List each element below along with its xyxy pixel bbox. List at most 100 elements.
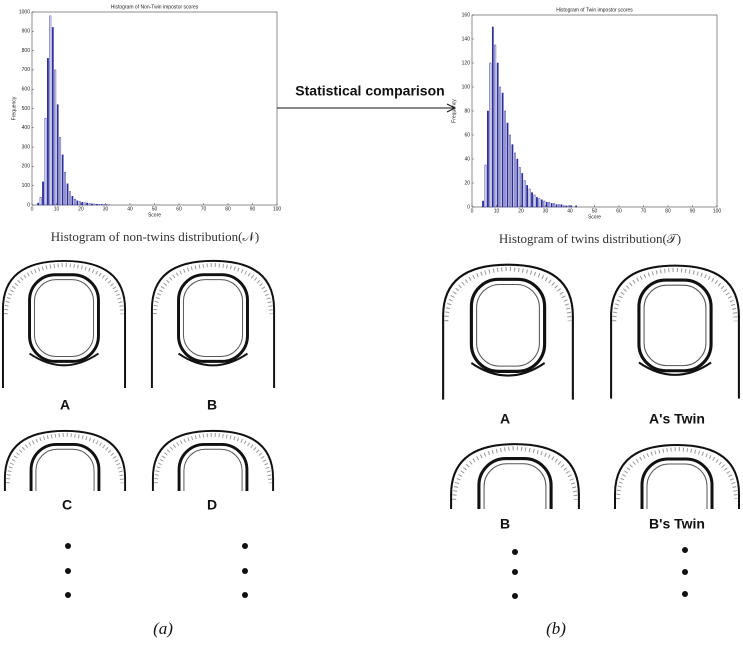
histogram-bar — [86, 202, 88, 206]
y-tick-label: 600 — [22, 87, 31, 93]
chart-title: Histogram of Twin impostor scores — [556, 7, 633, 13]
histogram-bar — [484, 164, 487, 208]
histogram-bar — [78, 201, 81, 206]
histogram-bar — [526, 185, 528, 208]
image-label: B's Twin — [649, 516, 705, 532]
x-tick-label: 60 — [616, 208, 622, 214]
y-axis-label: Frequency — [11, 96, 17, 120]
x-tick-label: 40 — [127, 206, 133, 212]
histogram-bar — [555, 204, 558, 208]
x-tick-label: 30 — [103, 206, 109, 212]
histogram-bar — [516, 158, 519, 208]
histogram-bar — [39, 197, 42, 206]
histogram-bar — [553, 203, 555, 208]
y-tick-label: 800 — [22, 48, 31, 54]
comparison-label: Statistical comparison — [295, 83, 444, 99]
fingernail-drawing — [615, 445, 739, 574]
x-tick-label: 90 — [690, 208, 696, 214]
histogram-bar — [543, 200, 546, 208]
histogram-bar — [98, 204, 101, 206]
histogram-bar — [91, 203, 93, 206]
histogram-bar — [509, 134, 511, 208]
histogram-bar — [54, 69, 57, 206]
image-label: B — [207, 397, 217, 413]
image-label: A's Twin — [649, 411, 705, 427]
x-tick-label: 100 — [273, 206, 282, 212]
x-tick-label: 60 — [176, 206, 182, 212]
histogram-bar — [56, 104, 59, 206]
x-tick-label: 80 — [225, 206, 231, 212]
histogram-bar — [482, 200, 484, 208]
x-tick-label: 100 — [713, 208, 722, 214]
x-axis-label: Score — [148, 212, 161, 218]
histogram-bar — [64, 171, 66, 206]
x-tick-label: 30 — [543, 208, 549, 214]
x-tick-label: 10 — [54, 206, 60, 212]
image-label: B — [500, 516, 510, 532]
histogram-bar — [540, 199, 543, 208]
x-tick-label: 80 — [665, 208, 671, 214]
x-tick-label: 50 — [152, 206, 158, 212]
histogram-bar — [51, 27, 54, 206]
fingernail-drawing — [153, 431, 273, 556]
y-tick-label: 1000 — [19, 9, 30, 15]
histogram-bar — [42, 181, 44, 206]
fingernail-drawing — [443, 265, 573, 400]
histogram-bar — [518, 167, 521, 208]
histogram-bar — [504, 110, 506, 208]
histogram-bar — [491, 26, 494, 208]
histogram-bar — [69, 191, 71, 206]
y-tick-label: 200 — [22, 164, 31, 170]
subfigure-label: (a) — [153, 619, 173, 638]
subfigure-label: (b) — [546, 619, 566, 638]
x-tick-label: 0 — [31, 206, 34, 212]
y-tick-label: 80 — [464, 108, 470, 114]
histogram-bar — [575, 205, 577, 208]
image-label: C — [62, 497, 72, 513]
histogram-bar — [71, 196, 74, 206]
caption: Histogram of twins distribution(𝒯) — [499, 231, 681, 246]
x-tick-label: 0 — [471, 208, 474, 214]
histogram-bar — [487, 110, 489, 208]
y-tick-label: 140 — [462, 36, 471, 42]
histogram-bar — [536, 197, 538, 208]
histogram-bar — [558, 204, 560, 208]
histogram-bar — [59, 137, 62, 206]
histogram-bar — [100, 204, 103, 206]
y-tick-label: 700 — [22, 67, 31, 73]
y-tick-label: 120 — [462, 60, 471, 66]
histogram-bar — [514, 152, 516, 208]
histogram-bar — [521, 173, 524, 208]
histogram-bar — [81, 202, 84, 206]
x-tick-label: 20 — [78, 206, 84, 212]
fingernail-drawing — [611, 266, 739, 399]
y-tick-label: 0 — [467, 204, 470, 210]
y-tick-label: 160 — [462, 12, 471, 18]
histogram-bar — [528, 188, 531, 208]
histogram-bar — [499, 86, 502, 208]
histogram-bar — [523, 180, 526, 208]
image-label: D — [207, 497, 217, 513]
histogram-bar — [74, 198, 76, 206]
histogram-bar — [47, 58, 49, 206]
y-axis-label: Frequency — [451, 99, 457, 123]
plot-frame — [31, 11, 278, 206]
histogram-bar — [96, 203, 98, 206]
x-tick-label: 50 — [592, 208, 598, 214]
y-tick-label: 900 — [22, 29, 31, 35]
fingernail-drawing — [451, 444, 579, 577]
image-label: A — [500, 411, 510, 427]
histogram-bar — [533, 194, 536, 208]
image-label: A — [60, 397, 70, 413]
caption: Histogram of non-twins distribution(𝒩) — [51, 229, 260, 244]
histogram-bar — [61, 154, 64, 206]
ellipsis-dots — [65, 543, 688, 599]
histogram-bar — [538, 198, 541, 208]
histogram-bar — [496, 62, 499, 208]
histogram-bar — [489, 62, 492, 208]
y-tick-label: 100 — [22, 183, 31, 189]
y-tick-label: 500 — [22, 106, 31, 112]
histogram-bar — [545, 201, 548, 208]
histogram-bar — [560, 204, 563, 208]
